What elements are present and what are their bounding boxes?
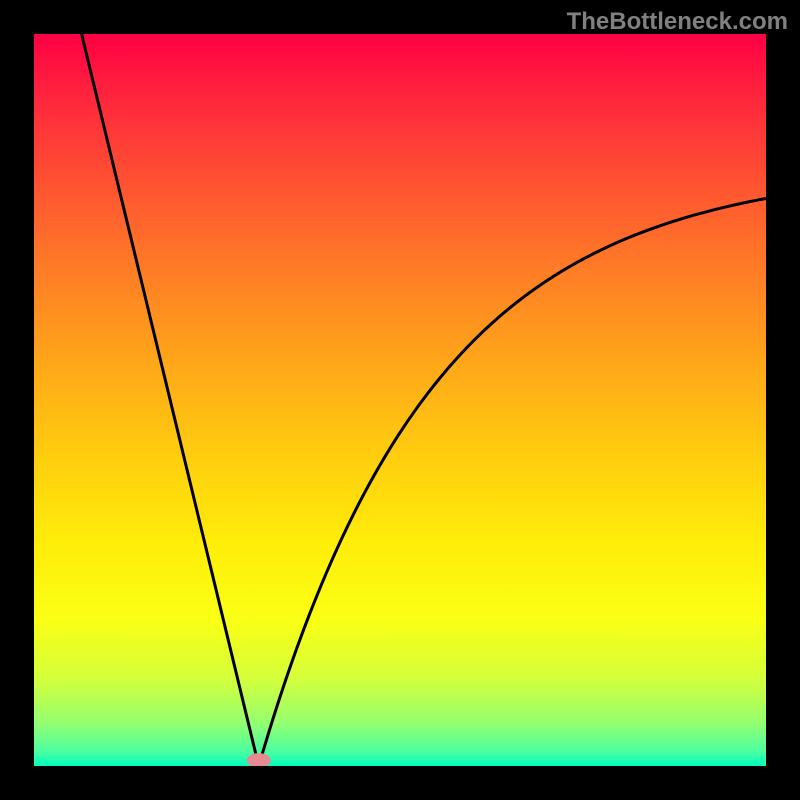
chart-stage: TheBottleneck.com bbox=[0, 0, 800, 800]
bottleneck-chart bbox=[34, 34, 766, 766]
watermark-text: TheBottleneck.com bbox=[567, 8, 788, 36]
gradient-background bbox=[34, 34, 766, 766]
